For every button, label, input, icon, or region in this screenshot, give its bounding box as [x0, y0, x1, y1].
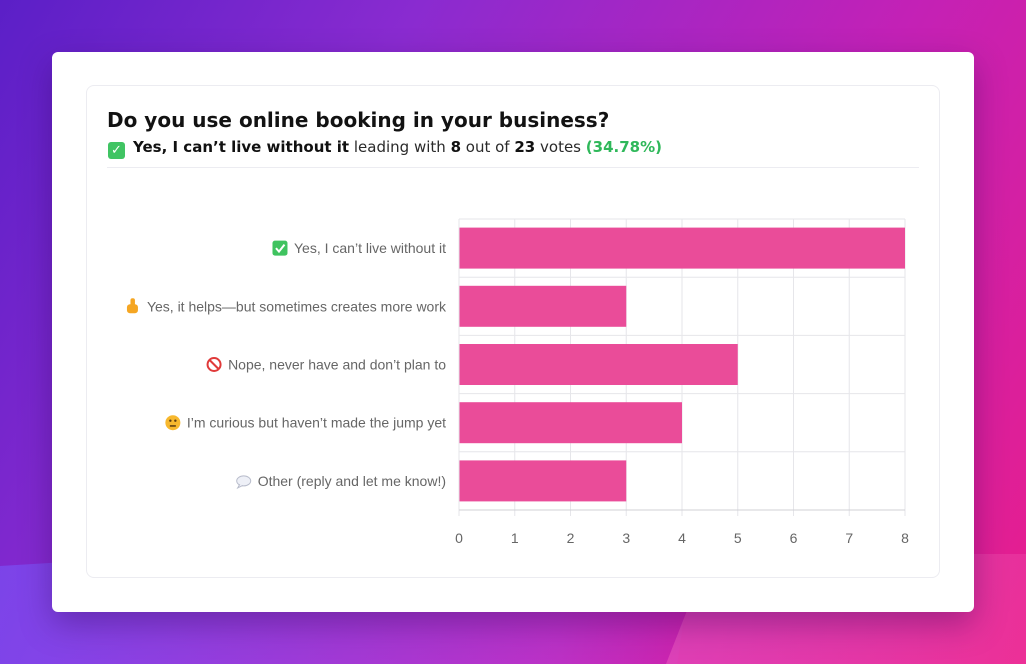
- leader-label: Yes, I can’t live without it: [133, 138, 350, 156]
- x-tick-label: 3: [622, 530, 630, 546]
- out-of-text: out of: [465, 138, 510, 156]
- thinking-face-mouth-icon: [169, 425, 176, 427]
- x-tick-label: 0: [455, 530, 463, 546]
- total-votes: 23: [514, 138, 536, 156]
- x-tick-label: 4: [678, 530, 686, 546]
- bar: [459, 227, 905, 269]
- category-label: Yes, I can’t live without it: [294, 240, 446, 256]
- prohibited-slash-icon: [208, 359, 220, 370]
- x-tick-label: 2: [567, 530, 575, 546]
- bar: [459, 344, 738, 385]
- category-label: I’m curious but haven’t made the jump ye…: [187, 415, 446, 431]
- leader-percent: (34.78%): [585, 138, 662, 156]
- poll-card: Do you use online booking in your busine…: [52, 52, 974, 612]
- thinking-face-eye-icon: [169, 419, 172, 422]
- speech-bubble-icon: [236, 475, 252, 487]
- bar: [459, 402, 682, 444]
- prohibited-icon: [206, 357, 222, 372]
- category-label: Nope, never have and don’t plan to: [228, 357, 446, 373]
- x-tick-label: 1: [511, 530, 519, 546]
- poll-summary: ✓ Yes, I can’t live without it leading wi…: [108, 138, 662, 159]
- thinking-face-eye-icon: [174, 419, 177, 422]
- poll-question: Do you use online booking in your busine…: [107, 108, 610, 132]
- category-label: Other (reply and let me know!): [258, 473, 446, 489]
- results-bar-chart: 0 1 2 3 4 5 6 7 8 Yes, I can’t live without it Yes…: [126, 218, 909, 546]
- bar: [459, 285, 627, 327]
- thumbs-up-thumb-icon: [130, 298, 135, 307]
- bar: [459, 460, 627, 502]
- x-tick-label: 6: [790, 530, 798, 546]
- check-box-icon: ✓: [108, 142, 125, 159]
- x-tick-label: 8: [901, 530, 909, 546]
- leading-with-text: leading with: [353, 138, 446, 156]
- header-divider: [107, 167, 919, 168]
- leader-votes: 8: [450, 138, 461, 156]
- votes-text: votes: [540, 138, 581, 156]
- check-box-icon: [272, 240, 288, 256]
- speech-bubble-tail-icon: [236, 484, 243, 490]
- poll-panel: Do you use online booking in your busine…: [86, 85, 940, 578]
- check-mark-icon: [275, 243, 286, 254]
- thinking-face-icon: [165, 415, 181, 431]
- category-label: Yes, it helps—but sometimes creates more…: [147, 298, 447, 314]
- x-tick-label: 7: [845, 530, 853, 546]
- x-tick-label: 5: [734, 530, 742, 546]
- thumbs-up-icon: [126, 304, 138, 314]
